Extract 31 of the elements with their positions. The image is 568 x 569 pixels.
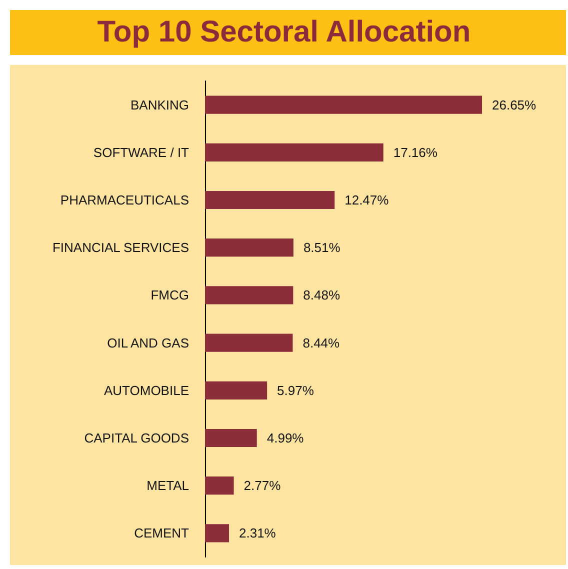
bar (205, 334, 293, 352)
bar (205, 96, 482, 114)
chart-title: Top 10 Sectoral Allocation (97, 16, 471, 48)
y-tick-label: BANKING (130, 97, 189, 112)
bar (205, 238, 294, 257)
data-label: 8.48% (303, 288, 340, 303)
bar (205, 524, 230, 542)
y-tick-label: CEMENT (134, 526, 190, 541)
y-tick-label: PHARMACEUTICALS (60, 192, 190, 208)
y-tick-label: FMCG (150, 288, 189, 303)
data-label: 12.47% (344, 192, 390, 208)
data-label: 4.99% (266, 430, 304, 446)
data-label: 2.77% (244, 478, 282, 494)
bar (205, 381, 268, 400)
bar (205, 476, 234, 495)
bar (205, 143, 384, 162)
data-label: 5.97% (277, 382, 314, 398)
y-tick-label: CAPITAL GOODS (84, 430, 190, 446)
bar (205, 190, 335, 210)
y-tick-label: AUTOMOBILE (104, 382, 190, 398)
bar (205, 286, 294, 304)
y-tick-label: SOFTWARE / IT (93, 144, 190, 160)
data-label: 8.51% (303, 240, 341, 256)
y-tick-label: METAL (146, 478, 189, 494)
data-label: 2.31% (239, 526, 276, 541)
y-tick-label: FINANCIAL SERVICES (52, 240, 190, 256)
data-label: 26.65% (492, 97, 537, 112)
data-label: 17.16% (393, 144, 438, 160)
y-tick-label: OIL AND GAS (107, 335, 190, 350)
data-label: 8.44% (302, 335, 340, 350)
bar (205, 428, 257, 448)
